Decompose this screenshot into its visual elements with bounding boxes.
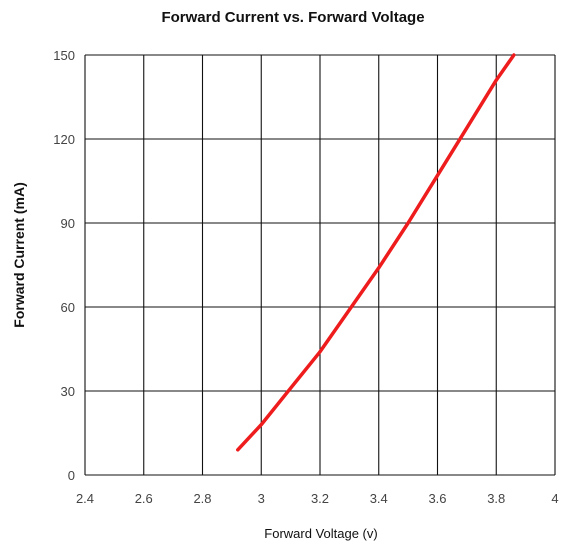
x-tick-label: 3.2 xyxy=(311,491,329,506)
series-line-0 xyxy=(236,53,516,452)
y-tick-label: 90 xyxy=(61,216,75,231)
x-tick-label: 3.8 xyxy=(487,491,505,506)
x-tick-label: 4 xyxy=(551,491,558,506)
series-layer xyxy=(236,53,516,452)
y-tick-label: 0 xyxy=(68,468,75,483)
y-tick-label: 120 xyxy=(53,132,75,147)
tick-labels: 2.4 2.6 2.8 3 3.2 3.4 3.6 3.8 4 0 30 60 90 120 150 xyxy=(53,48,558,506)
x-tick-label: 3 xyxy=(258,491,265,506)
x-axis-label: Forward Voltage (v) xyxy=(264,526,377,541)
y-tick-label: 60 xyxy=(61,300,75,315)
x-tick-label: 2.8 xyxy=(193,491,211,506)
grid xyxy=(84,54,556,476)
x-tick-label: 3.4 xyxy=(370,491,388,506)
x-tick-label: 2.4 xyxy=(76,491,94,506)
y-axis-label: Forward Current (mA) xyxy=(11,182,27,327)
y-tick-label: 150 xyxy=(53,48,75,63)
y-tick-label: 30 xyxy=(61,384,75,399)
chart-title: Forward Current vs. Forward Voltage xyxy=(161,9,424,26)
x-tick-label: 3.6 xyxy=(428,491,446,506)
x-tick-label: 2.6 xyxy=(135,491,153,506)
